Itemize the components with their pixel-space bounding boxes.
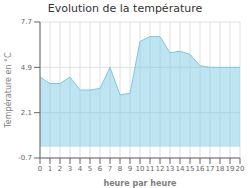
svg-text:15: 15 <box>186 165 195 173</box>
svg-text:7.7: 7.7 <box>21 18 32 26</box>
svg-text:8: 8 <box>118 165 122 173</box>
svg-text:4.9: 4.9 <box>21 64 32 72</box>
svg-text:3: 3 <box>68 165 72 173</box>
svg-text:18: 18 <box>216 165 225 173</box>
svg-text:4: 4 <box>78 165 83 173</box>
svg-text:1: 1 <box>48 165 52 173</box>
svg-text:12: 12 <box>156 165 165 173</box>
svg-text:20: 20 <box>236 165 242 173</box>
svg-text:7: 7 <box>108 165 112 173</box>
svg-text:-0.7: -0.7 <box>18 154 32 162</box>
svg-text:heure par heure: heure par heure <box>103 179 177 188</box>
svg-text:16: 16 <box>196 165 205 173</box>
html-text:Evolution de la température: Evolution de la température <box>47 2 203 15</box>
svg-text:2: 2 <box>58 165 62 173</box>
svg-text:0: 0 <box>38 165 42 173</box>
svg-text:10: 10 <box>136 165 145 173</box>
svg-text:19: 19 <box>226 165 235 173</box>
svg-text:2.1: 2.1 <box>21 109 32 117</box>
svg-text:5: 5 <box>88 165 92 173</box>
svg-text:9: 9 <box>128 165 132 173</box>
svg-text:17: 17 <box>206 165 215 173</box>
svg-text:14: 14 <box>176 165 185 173</box>
svg-text:Température en °C: Température en °C <box>8 52 13 129</box>
svg-text:13: 13 <box>166 165 175 173</box>
svg-text:11: 11 <box>146 165 155 173</box>
svg-text:6: 6 <box>98 165 103 173</box>
